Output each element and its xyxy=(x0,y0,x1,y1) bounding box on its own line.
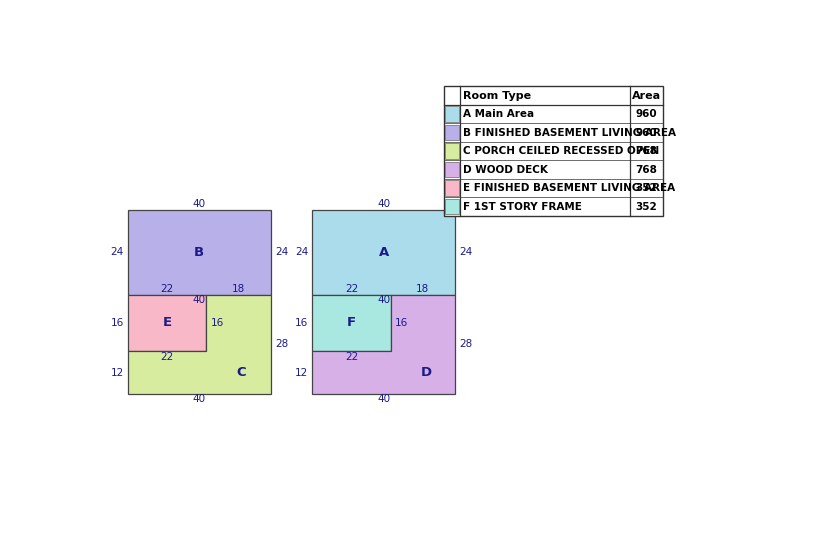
Text: D WOOD DECK: D WOOD DECK xyxy=(463,165,548,175)
Text: C: C xyxy=(237,366,247,379)
Text: 24: 24 xyxy=(295,247,309,257)
Polygon shape xyxy=(313,295,455,394)
Text: 352: 352 xyxy=(635,183,658,193)
Text: 16: 16 xyxy=(295,318,309,328)
Text: E FINISHED BASEMENT LIVING AREA: E FINISHED BASEMENT LIVING AREA xyxy=(463,183,675,193)
Text: B FINISHED BASEMENT LIVING AREA: B FINISHED BASEMENT LIVING AREA xyxy=(463,128,676,138)
Text: A: A xyxy=(379,246,389,259)
Bar xyxy=(445,180,459,196)
Text: 18: 18 xyxy=(417,284,430,294)
Text: 24: 24 xyxy=(275,247,288,257)
Text: 40: 40 xyxy=(377,394,390,404)
Text: 22: 22 xyxy=(345,284,358,294)
Text: 40: 40 xyxy=(193,394,205,404)
Bar xyxy=(128,209,271,295)
Text: 960: 960 xyxy=(635,109,658,119)
Bar xyxy=(444,86,662,216)
Bar xyxy=(445,106,459,122)
Text: 24: 24 xyxy=(460,247,473,257)
Text: 16: 16 xyxy=(111,318,124,328)
Text: 40: 40 xyxy=(377,295,390,305)
Text: C PORCH CEILED RECESSED OPEN: C PORCH CEILED RECESSED OPEN xyxy=(463,146,659,156)
Bar xyxy=(313,295,391,351)
Bar xyxy=(445,162,459,178)
Bar xyxy=(128,295,206,351)
Text: 352: 352 xyxy=(635,202,658,212)
Text: 40: 40 xyxy=(193,199,205,209)
Bar xyxy=(313,209,455,295)
Text: 960: 960 xyxy=(635,128,658,138)
Text: D: D xyxy=(421,366,431,379)
Text: 28: 28 xyxy=(460,339,473,349)
Text: Area: Area xyxy=(632,91,661,101)
Text: 22: 22 xyxy=(161,352,174,362)
Text: 768: 768 xyxy=(635,146,658,156)
Text: 28: 28 xyxy=(275,339,288,349)
Text: 12: 12 xyxy=(111,367,124,377)
Polygon shape xyxy=(128,295,271,394)
Text: B: B xyxy=(194,246,205,259)
Text: 12: 12 xyxy=(295,367,309,377)
Text: 768: 768 xyxy=(635,165,658,175)
Bar xyxy=(445,143,459,159)
Text: 40: 40 xyxy=(377,199,390,209)
Bar xyxy=(445,125,459,141)
Text: 40: 40 xyxy=(193,295,205,305)
Text: A Main Area: A Main Area xyxy=(463,109,534,119)
Text: 16: 16 xyxy=(210,318,224,328)
Text: 24: 24 xyxy=(111,247,124,257)
Text: Room Type: Room Type xyxy=(463,91,530,101)
Text: E: E xyxy=(163,316,172,329)
Text: 22: 22 xyxy=(161,284,174,294)
Text: 16: 16 xyxy=(395,318,408,328)
Text: 18: 18 xyxy=(232,284,245,294)
Bar xyxy=(445,199,459,214)
Text: F: F xyxy=(347,316,356,329)
Text: F 1ST STORY FRAME: F 1ST STORY FRAME xyxy=(463,202,582,212)
Text: 22: 22 xyxy=(345,352,358,362)
